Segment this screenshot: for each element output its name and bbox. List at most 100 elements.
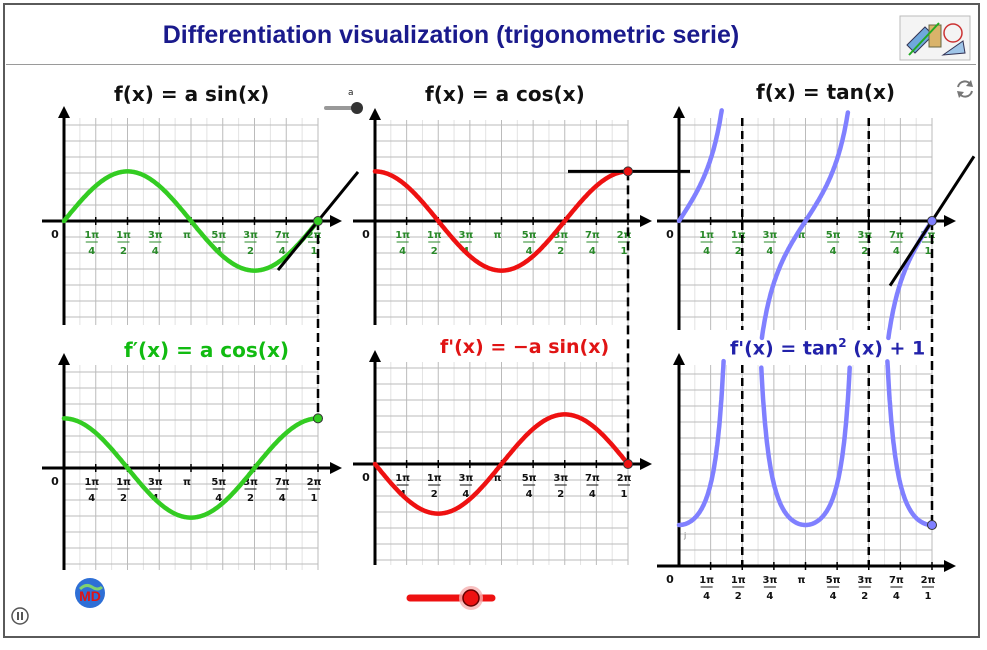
geogebra-tools-logo [899,15,971,61]
point-tan [927,216,937,226]
tick-label-bottom: 2 [247,246,254,257]
tick-label-top: 5π [826,230,841,241]
tick-label-top: 3π [553,230,568,241]
tick-label-bottom: 1 [311,246,318,257]
tick-label-top: 1π [84,230,99,241]
tick-label-top: 1π [699,575,714,586]
tick-label-top: 1π [395,473,410,484]
tan-small-label: j [683,531,686,540]
tick-label-top: 1π [731,575,746,586]
tick-label-bottom: 4 [526,246,533,257]
point-cos [623,166,633,177]
tick-label-top: 1π [731,230,746,241]
y-axis-arrow [58,353,70,365]
tick-label-top: 2π [307,230,322,241]
zero-label: 0 [362,228,370,241]
y-axis-arrow [58,106,70,118]
tick-label-bottom: 4 [589,246,596,257]
label-sin-function: f(x) = a sin(x) [114,82,270,106]
tan-deriv-post: (x) + 1 [846,337,926,360]
tick-label-bottom: 4 [703,246,710,257]
tick-label-top: 5π [826,575,841,586]
tick-label-bottom: 4 [462,489,469,500]
curve-cos [372,169,631,273]
tick-label-top: 7π [275,230,290,241]
tick-label-bottom: 4 [893,246,900,257]
tick-label-bottom: 4 [830,591,837,602]
x-axis-arrow [330,462,342,474]
tick-label-top: 3π [857,230,872,241]
tick-label-top: π [183,477,191,488]
tick-label-bottom: 1 [311,493,318,504]
tan-deriv-pre: f'(x) = tan [730,337,839,360]
panel-tan: 1π 4 1π 2 3π 4 π 5π 4 3π 2 7π 4 2π 1 0 [657,106,956,341]
panel-dtan: 1π 4 1π 2 3π 4 π 5π 4 3π 2 7π 4 2π 1 0 [657,353,956,602]
zero-label: 0 [51,475,59,488]
tick-label-bottom: 4 [526,489,533,500]
curve-dtan [885,359,935,528]
x-axis-arrow [944,215,956,227]
tick-label-bottom: 4 [152,246,159,257]
curve-tan [676,108,724,224]
zero-label: 0 [51,228,59,241]
header-bar: Differentiation visualization (trigonome… [6,6,976,65]
tick-label-top: 3π [762,230,777,241]
tick-label-top: 7π [585,230,600,241]
tick-label-bottom: 4 [399,246,406,257]
tick-label-bottom: 1 [925,246,932,257]
tick-label-bottom: 2 [735,591,742,602]
tick-label-top: 3π [148,230,163,241]
tick-label-top: π [798,575,806,586]
tick-label-bottom: 2 [861,591,868,602]
tick-label-bottom: 2 [557,246,564,257]
tick-label-top: 2π [617,230,632,241]
y-axis-arrow [673,353,685,365]
slider-red-handle[interactable] [462,589,480,607]
reset-icon[interactable] [954,78,976,100]
curve-dcos [372,412,631,516]
tick-label-bottom: 4 [589,489,596,500]
tick-label-top: 3π [243,477,258,488]
label-cos-derivative: f'(x) = −a sin(x) [440,336,610,358]
pause-button[interactable] [10,606,30,626]
tick-label-top: 5π [211,477,226,488]
tick-label-top: 1π [427,473,442,484]
point-dcos [623,459,633,469]
svg-text:MD: MD [79,588,101,604]
tick-label-top: 3π [553,473,568,484]
tick-label-bottom: 4 [766,591,773,602]
tick-label-bottom: 4 [279,493,286,504]
tick-label-top: 7π [275,477,290,488]
slider-a-handle[interactable] [351,102,363,114]
tick-label-top: π [798,230,806,241]
tick-label-top: 1π [84,477,99,488]
point-dtan [927,520,937,530]
tick-label-bottom: 2 [247,493,254,504]
tick-label-top: 1π [395,230,410,241]
tick-label-top: 5π [522,230,537,241]
tick-label-bottom: 1 [621,489,628,500]
tick-label-top: 3π [458,473,473,484]
zero-label: 0 [666,228,674,241]
tick-label-top: 3π [243,230,258,241]
tick-label-bottom: 2 [120,493,127,504]
tick-label-bottom: 4 [766,246,773,257]
zero-label: 0 [666,573,674,586]
tick-label-top: 2π [617,473,632,484]
tick-label-top: π [494,230,502,241]
tick-label-top: 3π [458,230,473,241]
tick-label-bottom: 4 [703,591,710,602]
label-tan-derivative: f'(x) = tan2 (x) + 1 [730,336,925,359]
zero-label: 0 [362,471,370,484]
point-sin [313,216,323,226]
tick-label-top: 7π [889,575,904,586]
label-tan-function: f(x) = tan(x) [756,80,896,104]
tick-label-bottom: 2 [735,246,742,257]
tick-label-bottom: 1 [621,246,628,257]
tick-label-bottom: 4 [88,246,95,257]
tick-label-top: 7π [889,230,904,241]
tick-label-bottom: 4 [215,493,222,504]
y-axis-arrow [369,350,381,362]
